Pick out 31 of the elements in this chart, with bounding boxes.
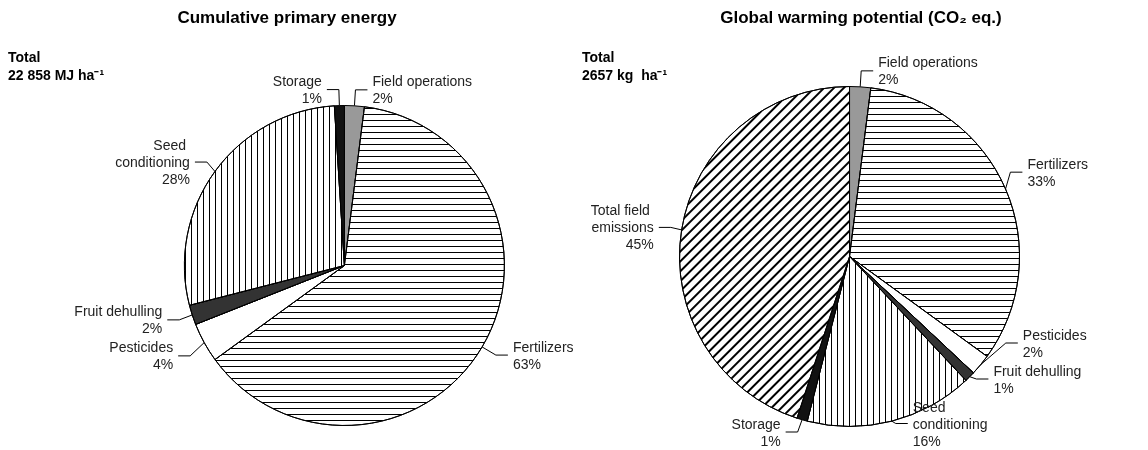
- data-label: 1%: [760, 432, 781, 449]
- slice-label: Fruit dehulling: [993, 362, 1082, 379]
- chart-title: Cumulative primary energy: [177, 8, 398, 27]
- data-label: 1%: [301, 90, 322, 107]
- data-label: 2%: [372, 90, 393, 107]
- data-label: 63%: [512, 355, 541, 372]
- data-label: 4%: [152, 356, 174, 373]
- data-label: 33%: [1027, 172, 1056, 189]
- text: 22 858 MJ ha⁻¹: [8, 67, 105, 83]
- slice-label: Total field emissions: [590, 202, 654, 236]
- data-label: 2%: [142, 320, 163, 337]
- text: Total: [582, 49, 615, 65]
- data-label: 16%: [912, 432, 941, 449]
- slice-label: Fertilizers: [512, 338, 574, 355]
- text: Total: [8, 49, 41, 65]
- data-label: 2%: [1022, 343, 1044, 360]
- data-label: 2%: [878, 71, 899, 88]
- chart-title: Global warming potential (CO₂ eq.): [720, 8, 1002, 27]
- slice-label: Storage: [272, 73, 323, 90]
- slice-label: Pesticides: [109, 339, 174, 356]
- slice-label: Field operations: [878, 54, 978, 71]
- slice-label: Fruit dehulling: [74, 303, 163, 320]
- text: 2657 kg ha⁻¹: [582, 67, 668, 83]
- slice-label: Storage: [731, 415, 781, 432]
- data-label: 28%: [161, 171, 190, 188]
- data-label: 45%: [625, 236, 654, 253]
- slice-label: Fertilizers: [1027, 155, 1089, 172]
- slice-label: Pesticides: [1022, 326, 1087, 343]
- slice-label: Field operations: [372, 73, 473, 90]
- slice-label: Seed conditioning: [115, 137, 190, 171]
- data-label: 1%: [993, 379, 1014, 396]
